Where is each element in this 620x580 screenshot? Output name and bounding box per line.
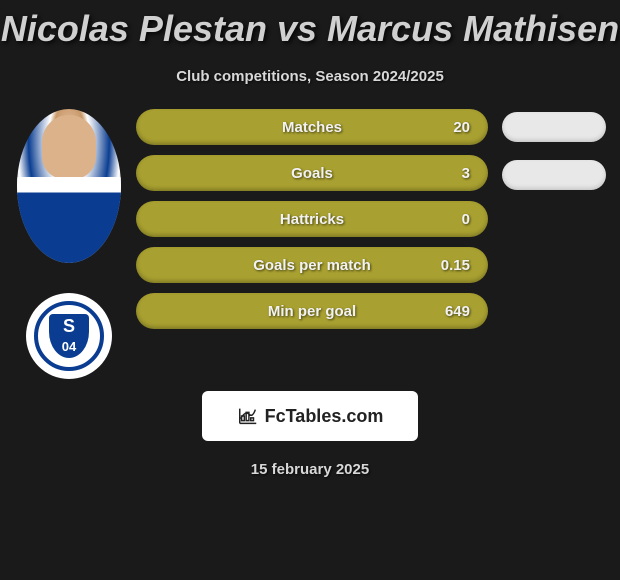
stat-label: Goals xyxy=(291,165,333,182)
player-column: S 04 xyxy=(8,109,130,379)
stat-label: Hattricks xyxy=(280,211,344,228)
player-jersey-shape xyxy=(17,177,121,263)
comparison-title: Nicolas Plestan vs Marcus Mathisen xyxy=(0,0,620,50)
content-area: S 04 Matches 20 Goals 3 Hattricks 0 Goal… xyxy=(0,109,620,379)
stats-column: Matches 20 Goals 3 Hattricks 0 Goals per… xyxy=(130,109,494,379)
stat-value: 649 xyxy=(445,303,470,320)
logo-text: FcTables.com xyxy=(265,406,384,427)
stat-row-goals: Goals 3 xyxy=(136,155,488,191)
stat-label: Goals per match xyxy=(253,257,371,274)
stat-value: 0 xyxy=(462,211,470,228)
stat-value: 0.15 xyxy=(441,257,470,274)
fctables-logo: FcTables.com xyxy=(202,391,418,441)
season-subtitle: Club competitions, Season 2024/2025 xyxy=(0,68,620,85)
club-text-bottom: 04 xyxy=(62,339,76,354)
stat-label: Matches xyxy=(282,119,342,136)
player-avatar xyxy=(17,109,121,263)
stat-value: 20 xyxy=(453,119,470,136)
club-badge: S 04 xyxy=(26,293,112,379)
club-text-top: S xyxy=(63,316,75,337)
opponent-pill-goals xyxy=(502,160,606,190)
opponent-pill-matches xyxy=(502,112,606,142)
stat-row-matches: Matches 20 xyxy=(136,109,488,145)
club-badge-ring: S 04 xyxy=(34,301,104,371)
stat-row-hattricks: Hattricks 0 xyxy=(136,201,488,237)
opponent-column xyxy=(494,109,612,379)
chart-icon xyxy=(237,405,259,427)
player-head-shape xyxy=(42,115,96,179)
stat-value: 3 xyxy=(462,165,470,182)
stat-row-min-per-goal: Min per goal 649 xyxy=(136,293,488,329)
stat-label: Min per goal xyxy=(268,303,356,320)
snapshot-date: 15 february 2025 xyxy=(0,461,620,478)
club-shield-icon: S 04 xyxy=(49,314,89,358)
stat-row-goals-per-match: Goals per match 0.15 xyxy=(136,247,488,283)
